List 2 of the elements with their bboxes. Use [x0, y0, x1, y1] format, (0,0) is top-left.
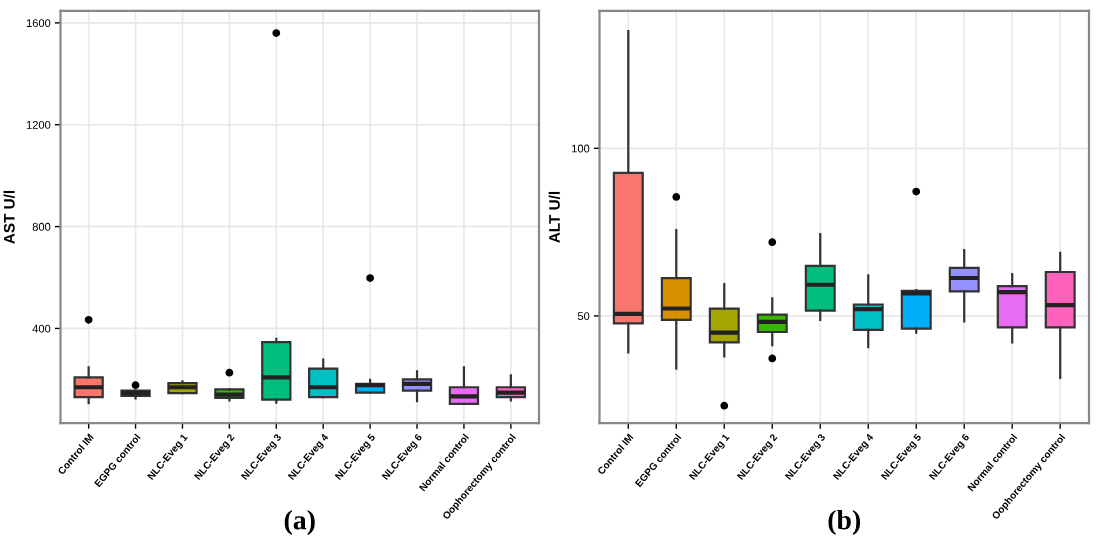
text: (a)	[284, 509, 315, 536]
text: (b)	[828, 509, 861, 536]
